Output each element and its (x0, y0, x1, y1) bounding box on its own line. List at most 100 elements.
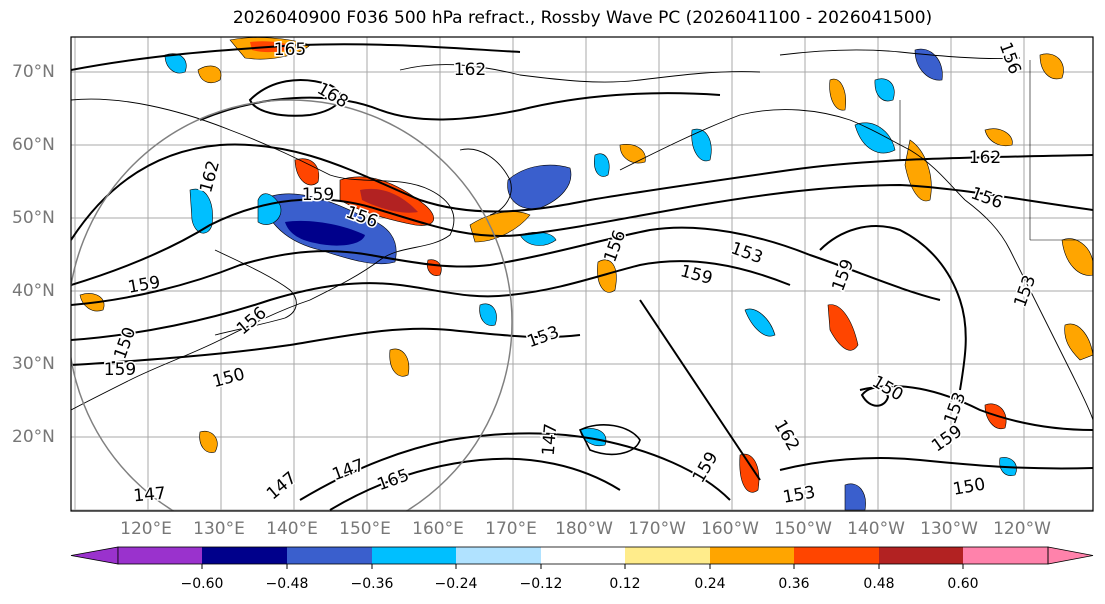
colorbar-outline (117, 546, 1049, 565)
reference-circle (71, 99, 513, 511)
lon-tick-label: 150°E (339, 519, 391, 539)
negative-anomaly-patch (914, 48, 943, 81)
negative-anomaly-patch (594, 153, 610, 177)
colorbar-segment (372, 547, 456, 564)
contour-line (639, 299, 761, 481)
colorbar-tick-label: 0.12 (609, 576, 641, 592)
contour-line (859, 385, 1093, 431)
contour-line (199, 92, 721, 121)
contour-line (329, 457, 621, 511)
lon-tick-label: 160°W (701, 519, 759, 539)
colorbar-tick-label: 0.60 (947, 576, 979, 592)
contour-label: 147 (133, 484, 167, 507)
lon-tick-label: 180°W (555, 519, 613, 539)
lat-tick-label: 30°N (12, 354, 55, 374)
colorbar-segment (287, 547, 372, 564)
positive-anomaly-patch (389, 348, 410, 377)
lon-tick-label: 120°E (120, 519, 172, 539)
negative-anomaly-patch (874, 78, 895, 102)
positive-anomaly-patch (199, 430, 218, 453)
contour-line (248, 79, 342, 117)
positive-anomaly-patch (829, 78, 846, 111)
lon-tick-label: 120°W (993, 519, 1051, 539)
negative-anomaly-patch (507, 164, 572, 210)
lon-tick-label: 130°W (920, 519, 978, 539)
contour-line (71, 226, 941, 306)
positive-anomaly-patch (984, 128, 1013, 147)
positive-anomaly-patch (739, 453, 760, 493)
colorbar-tick-label: −0.48 (265, 576, 309, 592)
colorbar-segment (541, 547, 625, 564)
colorbar-segment (963, 547, 1048, 564)
lon-tick-label: 160°E (412, 519, 464, 539)
positive-anomaly-patch (597, 259, 617, 293)
positive-anomaly-patch (294, 158, 320, 186)
lat-tick-label: 20°N (12, 427, 55, 447)
positive-anomaly-patch (619, 144, 646, 164)
contour-label: 147 (539, 423, 562, 457)
kamchatka-coast (459, 148, 512, 216)
colorbar-tick-label: 0.36 (778, 576, 810, 592)
positive-anomaly-patch (1039, 53, 1064, 80)
map-frame (70, 36, 1094, 512)
colorbar-segment (456, 547, 541, 564)
contour-label: 162 (969, 148, 1001, 168)
contour-line (71, 43, 521, 71)
negative-anomaly-patch (479, 303, 497, 326)
negative-anomaly-patch (854, 122, 896, 154)
contour-line (71, 143, 1093, 241)
colorbar-segment (710, 547, 794, 564)
contour-line (819, 225, 967, 391)
colorbar-tick-label: −0.60 (180, 576, 224, 592)
contour-line (578, 424, 641, 456)
height-contours (71, 43, 1093, 511)
positive-anomaly-patch (1061, 238, 1093, 276)
lon-tick-label: 170°W (628, 519, 686, 539)
lat-tick-label: 70°N (12, 62, 55, 82)
japan-coast (214, 249, 297, 336)
colorbar-tick-label: −0.24 (434, 576, 478, 592)
positive-anomaly-patch (197, 65, 222, 83)
lon-tick-label: 140°W (847, 519, 905, 539)
colorbar (70, 546, 1094, 569)
map-title: 2026040900 F036 500 hPa refract., Rossby… (232, 8, 933, 28)
negative-anomaly-patch (744, 308, 776, 337)
lon-tick-label: 150°W (774, 519, 832, 539)
contour-line (860, 386, 890, 407)
colorbar-extend-max (1047, 546, 1094, 565)
contour-line (71, 260, 791, 341)
negative-anomaly-patch (257, 193, 282, 225)
lon-tick-label: 130°E (193, 519, 245, 539)
contour-label: 159 (302, 185, 334, 205)
contour-label: 159 (104, 360, 136, 380)
arctic-coast (399, 64, 761, 83)
colorbar-segment (118, 547, 202, 564)
negative-anomaly-core (285, 220, 365, 246)
positive-anomaly-patch (1064, 323, 1093, 361)
positive-anomaly-core (360, 188, 418, 213)
colorbar-segment (879, 547, 963, 564)
contour-line (299, 432, 731, 501)
colorbar-tick-label: 0.48 (863, 576, 895, 592)
lat-tick-label: 40°N (12, 281, 55, 301)
anomaly-shading (79, 37, 1093, 511)
lon-tick-label: 170°E (485, 519, 537, 539)
lat-tick-label: 50°N (12, 208, 55, 228)
na-border (899, 60, 1093, 241)
contour-label: 165 (274, 40, 306, 60)
colorbar-tick-label: 0.24 (694, 576, 726, 592)
colorbar-segment (794, 547, 879, 564)
contour-line (71, 183, 1093, 286)
na-west-coast (964, 199, 1093, 421)
negative-anomaly-patch (844, 483, 866, 511)
colorbar-extend-min (70, 546, 119, 565)
colorbar-tick-label: −0.12 (519, 576, 563, 592)
arctic-coast-2 (779, 49, 1021, 59)
contour-label: 162 (454, 60, 486, 80)
colorbar-tick-label: −0.36 (350, 576, 394, 592)
lat-tick-label: 60°N (12, 135, 55, 155)
positive-anomaly-patch (827, 304, 859, 351)
colorbar-segment (202, 547, 287, 564)
contour-line (779, 457, 1093, 471)
